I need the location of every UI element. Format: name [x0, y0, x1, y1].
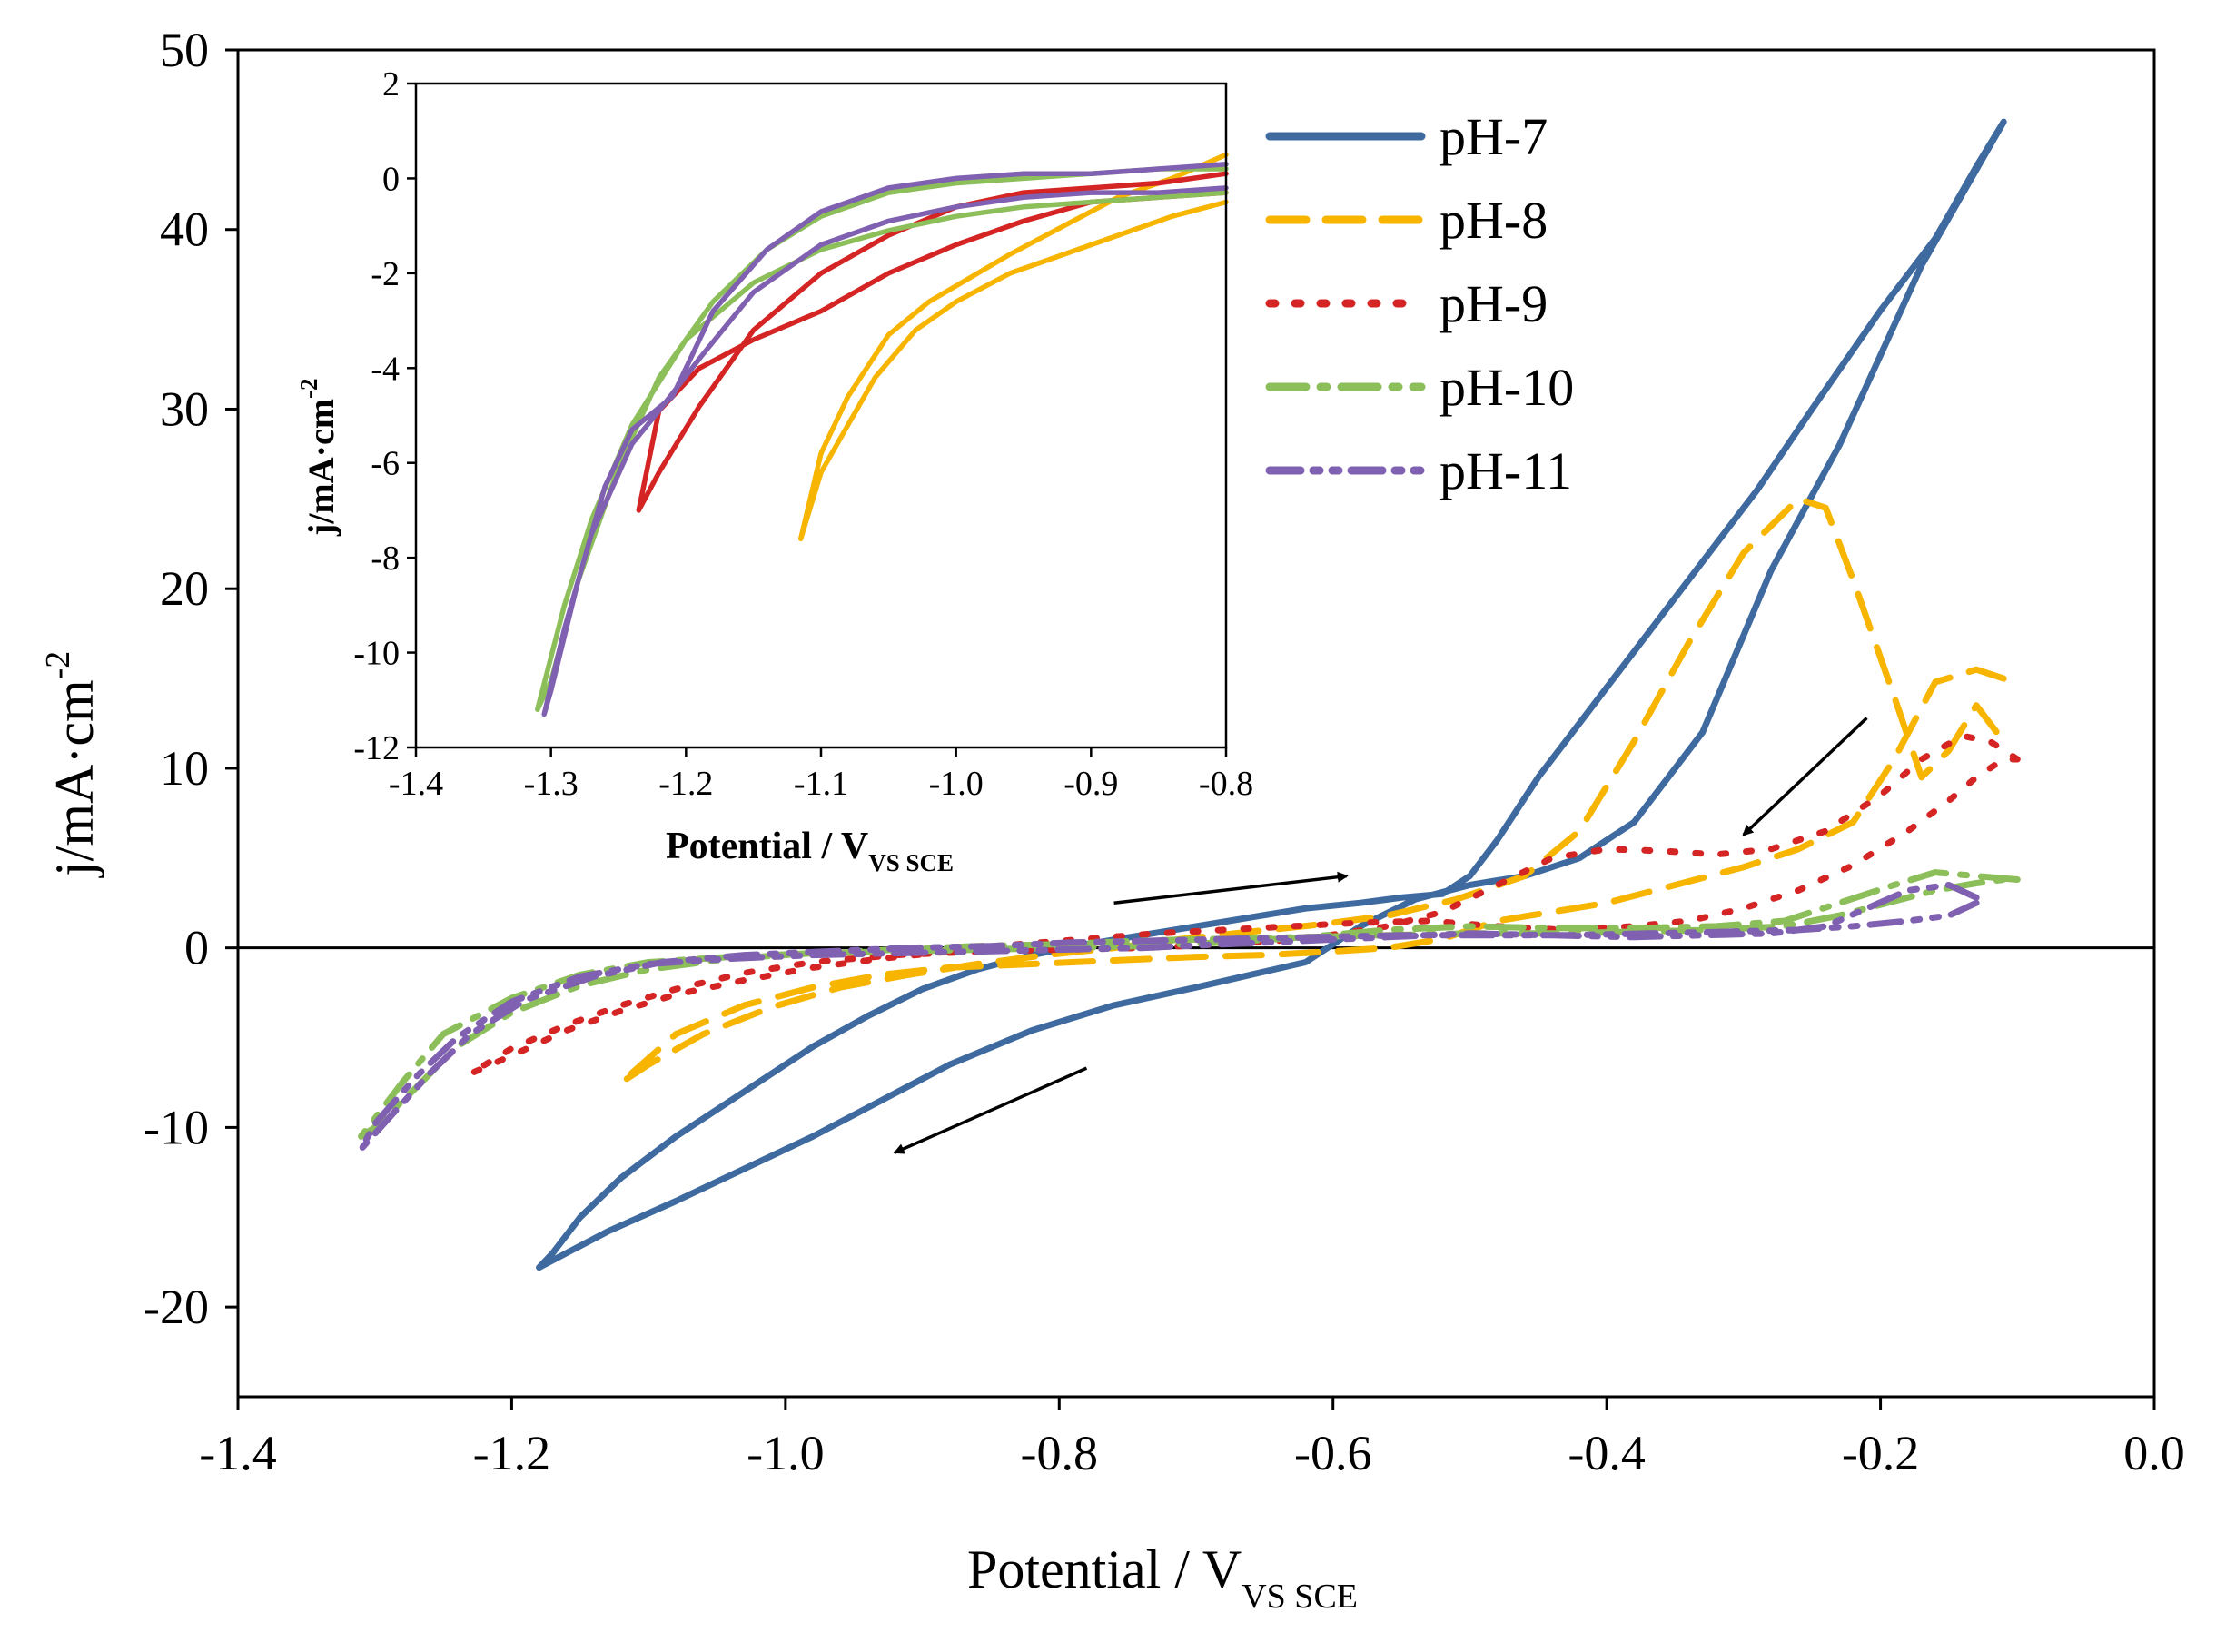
- inset-x-tick-label: -1.1: [794, 765, 848, 803]
- legend-label-ph-7: pH-7: [1439, 107, 1548, 166]
- main-plot: -1.4 -1.2 -1.0 -0.8 -0.6 -0.4 -0.2 0.0-20-10010…: [39, 23, 2185, 1616]
- inset-y-tick-label: -4: [371, 350, 400, 388]
- inset-x-tick-label: -1.2: [658, 765, 713, 803]
- legend-label-ph-8: pH-8: [1439, 191, 1548, 250]
- series-line-ph-10: [358, 869, 2021, 1140]
- inset-x-axis-title-text: Potential / V: [666, 826, 868, 867]
- y-tick-label: 20: [160, 561, 209, 616]
- inset-background: [416, 84, 1226, 747]
- scan-direction-arrow-1: [1113, 871, 1349, 905]
- legend-label-ph-11: pH-11: [1439, 441, 1572, 500]
- inset-x-tick-label: -0.8: [1199, 765, 1253, 803]
- x-tick-label: -1.0: [747, 1426, 824, 1480]
- y-tick-label: 30: [160, 381, 209, 436]
- x-axis-title: Potential / VVS SCE: [967, 1539, 1358, 1616]
- inset-y-tick-label: -6: [371, 445, 400, 483]
- x-tick-label: -0.6: [1294, 1426, 1371, 1480]
- inset-y-tick-label: -8: [371, 539, 400, 578]
- y-axis-title: j/mA·cm-2: [39, 651, 104, 878]
- y-tick-label: -20: [143, 1280, 209, 1334]
- scan-direction-arrow-3: [893, 1066, 1088, 1154]
- series-line-ph-11: [358, 882, 1980, 1152]
- inset-series-line-ph-9: [636, 171, 1229, 513]
- x-tick-label: -0.2: [1842, 1426, 1919, 1480]
- inset-y-tick-label: -2: [371, 255, 400, 293]
- inset-x-tick-label: -1.4: [389, 765, 443, 803]
- x-tick-label: -1.2: [473, 1426, 550, 1480]
- y-axis-title-superscript: -2: [39, 651, 77, 680]
- y-tick-label: 50: [160, 23, 209, 77]
- y-tick-label: -10: [143, 1100, 209, 1154]
- inset-x-tick-label: -0.9: [1063, 765, 1118, 803]
- inset-x-tick-label: -1.3: [524, 765, 579, 803]
- main-series-group: [358, 118, 2021, 1271]
- inset-plot: -1.4 -1.3 -1.2 -1.1 -1.0 -0.9 -0.8 -12 -10 -8 -6 -4…: [295, 65, 1253, 876]
- y-tick-label: 40: [160, 203, 209, 257]
- x-tick-label: 0.0: [2123, 1426, 2185, 1480]
- inset-y-axis-title-text: j/mA·cm: [301, 399, 341, 537]
- legend-label-ph-9: pH-9: [1439, 274, 1548, 333]
- inset-x-axis-title-subscript: VS SCE: [868, 849, 954, 876]
- x-axis-title-subscript: VS SCE: [1242, 1578, 1358, 1616]
- inset-y-tick-label: 0: [382, 160, 400, 198]
- legend-label-ph-10: pH-10: [1439, 358, 1574, 417]
- inset-y-tick-label: 2: [382, 65, 400, 104]
- x-tick-label: -0.8: [1021, 1426, 1098, 1480]
- x-axis-title-text: Potential / V: [967, 1539, 1242, 1599]
- y-axis-title-text: j/mA·cm: [45, 679, 104, 878]
- x-tick-label: -0.4: [1568, 1426, 1645, 1480]
- inset-y-axis-title: j/mA·cm-2: [295, 378, 341, 537]
- y-tick-label: 0: [184, 921, 209, 975]
- x-tick-label: -1.4: [199, 1426, 276, 1480]
- inset-series-line-ph-11: [541, 162, 1229, 717]
- series-line-ph-9: [467, 732, 2021, 1077]
- inset-y-tick-label: -10: [353, 635, 400, 673]
- inset-series-line-ph-8: [797, 152, 1229, 542]
- inset-x-tick-label: -1.0: [929, 765, 984, 803]
- inset-series-line-ph-10: [535, 166, 1229, 712]
- inset-x-axis-title: Potential / VVS SCE: [666, 826, 954, 876]
- inset-y-tick-label: -12: [353, 729, 400, 767]
- y-tick-label: 10: [160, 741, 209, 796]
- legend: pH-7 pH-8 pH-9 pH-10 pH-11: [1265, 107, 1574, 500]
- inset-y-axis-title-superscript: -2: [295, 378, 322, 399]
- scan-direction-arrow-2: [1742, 717, 1868, 836]
- main-plot-frame: [236, 48, 2156, 1399]
- series-line-ph-8: [618, 495, 2007, 1086]
